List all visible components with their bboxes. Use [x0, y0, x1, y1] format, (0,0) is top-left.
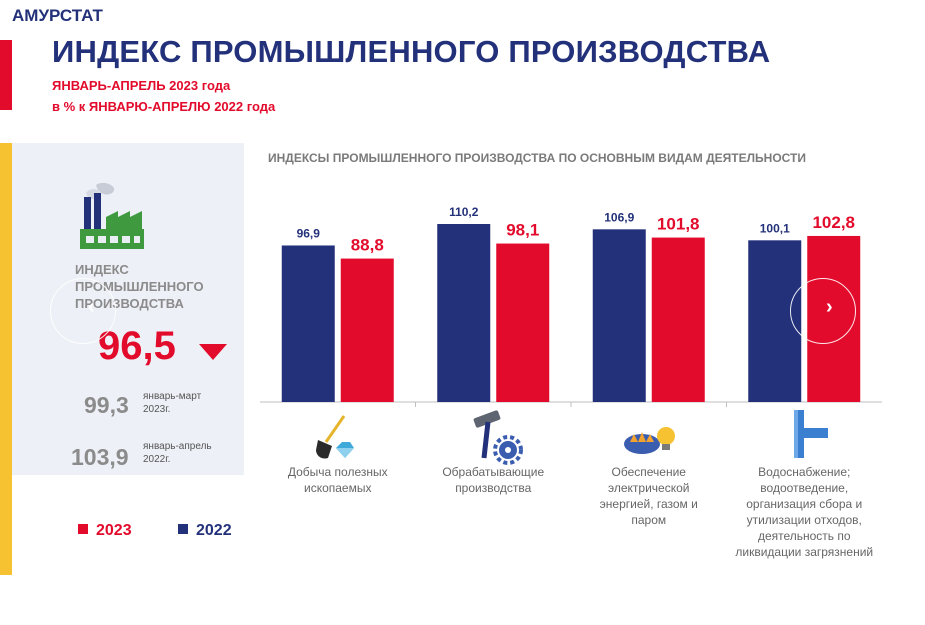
org-name: АМУРСТАТ — [12, 6, 103, 25]
bar-2023-cat2 — [496, 243, 550, 402]
data-label-2023-cat4: 102,8 — [812, 213, 855, 232]
category-label-line: энергией, газом и — [599, 497, 698, 511]
bar-2023-cat1 — [340, 258, 394, 402]
category-label-line: Обрабатывающие — [442, 465, 545, 479]
legend-swatch-2022 — [178, 524, 188, 534]
history-value-jan-apr-2022: 103,9 — [71, 444, 129, 470]
carousel-prev-button[interactable] — [50, 278, 116, 344]
bar-2022-cat2 — [437, 224, 491, 402]
category-label-line: паром — [631, 513, 667, 527]
trend-down-icon — [199, 344, 227, 360]
shovel-diamond-icon — [316, 415, 354, 459]
category-label-line: утилизации отходов, — [746, 513, 862, 527]
category-label-line: ископаемых — [304, 481, 372, 495]
kpi-value: 96,5 — [98, 324, 176, 368]
category-label-line: производства — [455, 481, 532, 495]
history-label-jan-apr-2022: январь-апрель 2022г. — [143, 441, 212, 465]
data-label-2023-cat1: 88,8 — [351, 236, 384, 255]
category-label-line: деятельность по — [757, 529, 851, 543]
factory-icon — [80, 183, 144, 249]
category-label-line: организация сбора и — [746, 497, 863, 511]
page-subtitle-base: в % к ЯНВАРЮ-АПРЕЛЮ 2022 года — [52, 99, 276, 114]
data-label-2023-cat3: 101,8 — [657, 215, 700, 234]
carousel-next-button[interactable] — [790, 278, 856, 344]
history-value-jan-mar-2023: 99,3 — [84, 392, 129, 418]
bar-2022-cat1 — [281, 245, 335, 402]
legend-item-2022: 2022 — [178, 522, 232, 540]
data-label-2023-cat2: 98,1 — [506, 221, 539, 240]
category-label-1: Добыча полезных ископаемых — [263, 464, 413, 496]
category-label-line: Водоснабжение; — [758, 465, 851, 479]
data-label-2022-cat4: 100,1 — [760, 221, 790, 235]
category-label-line: Обеспечение — [611, 465, 686, 479]
lightbulb-gas-icon — [624, 427, 675, 454]
legend-swatch-2023 — [78, 524, 88, 534]
bar-2023-cat3 — [651, 237, 705, 402]
chevron-right-icon[interactable]: › — [826, 296, 833, 318]
category-label-4: Водоснабжение; водоотведение, организация … — [729, 464, 879, 560]
accent-bar-red — [0, 40, 12, 110]
category-label-3: Обеспечение электрической энергией, газом … — [574, 464, 724, 528]
page-subtitle-period: ЯНВАРЬ-АПРЕЛЬ 2023 года — [52, 78, 231, 93]
chevron-left-icon[interactable]: ‹ — [88, 296, 95, 318]
accent-bar-yellow — [0, 143, 12, 575]
history-label-jan-mar-2023: январь-март 2023г. — [143, 391, 202, 415]
category-label-line: электрической — [608, 481, 690, 495]
hammer-gear-icon — [473, 410, 523, 465]
bar-2022-cat3 — [592, 229, 646, 402]
water-pipe-icon — [794, 410, 828, 458]
category-label-line: Добыча полезных — [287, 465, 388, 479]
legend-item-2023: 2023 — [78, 522, 132, 540]
category-label-2: Обрабатывающие производства — [418, 464, 568, 496]
data-label-2022-cat2: 110,2 — [449, 205, 479, 219]
category-label-line: водоотведение, — [760, 481, 849, 495]
chart-title: ИНДЕКСЫ ПРОМЫШЛЕННОГО ПРОИЗВОДСТВА ПО ОС… — [268, 151, 806, 165]
category-label-line: ликвидации загрязнений — [735, 545, 874, 559]
page-title: ИНДЕКС ПРОМЫШЛЕННОГО ПРОИЗВОДСТВА — [52, 34, 771, 69]
data-label-2022-cat3: 106,9 — [604, 210, 634, 224]
data-label-2022-cat1: 96,9 — [297, 226, 321, 240]
